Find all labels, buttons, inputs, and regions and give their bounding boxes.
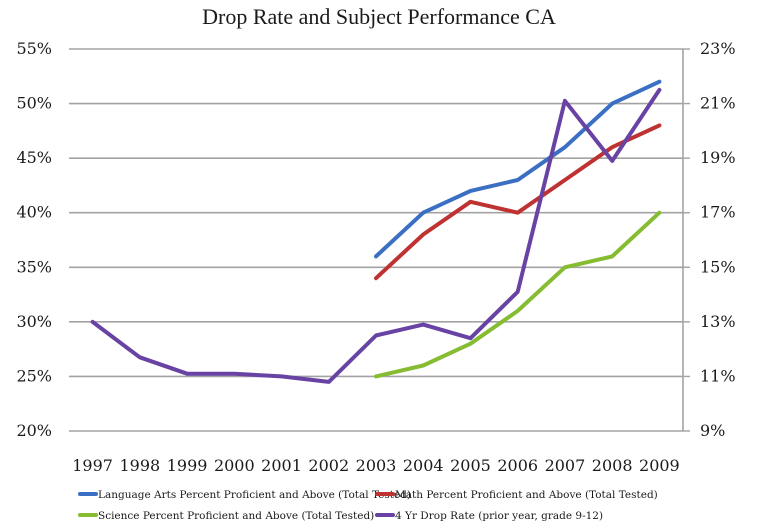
legend-item: Language Arts Percent Proficient and Abo… xyxy=(78,489,411,501)
right-tick-label: 21% xyxy=(700,94,736,113)
left-tick-label: 40% xyxy=(16,203,52,222)
legend: Language Arts Percent Proficient and Abo… xyxy=(78,489,658,522)
x-tick-label: 2001 xyxy=(261,456,302,475)
x-axis-ticks: 1997 1998 1999 2000 2001 2002 2003 2004 2005 2006… xyxy=(72,456,679,475)
x-tick-label: 2007 xyxy=(545,456,586,475)
right-tick-label: 17% xyxy=(700,203,736,222)
left-tick-label: 45% xyxy=(16,148,52,167)
gridlines xyxy=(69,48,683,432)
series-line-3 xyxy=(90,87,662,384)
x-tick-label: 2008 xyxy=(592,456,633,475)
chart-title: Drop Rate and Subject Performance CA xyxy=(202,4,556,29)
left-axis-ticks: 55% 50% 45% 40% 35% 30% 25% 20% xyxy=(16,39,52,440)
x-tick-label: 2002 xyxy=(308,456,349,475)
right-tick-label: 13% xyxy=(700,312,736,331)
right-tick-label: 19% xyxy=(700,148,736,167)
left-tick-label: 20% xyxy=(16,421,52,440)
legend-item: 4 Yr Drop Rate (prior year, grade 9-12) xyxy=(375,510,603,522)
legend-item: Math Percent Proficient and Above (Total… xyxy=(375,489,658,501)
legend-label: 4 Yr Drop Rate (prior year, grade 9-12) xyxy=(395,510,603,522)
left-tick-label: 30% xyxy=(16,312,52,331)
x-tick-label: 2005 xyxy=(450,456,491,475)
left-tick-label: 55% xyxy=(16,39,52,58)
right-tick-label: 11% xyxy=(700,366,736,385)
x-tick-label: 2006 xyxy=(497,456,538,475)
legend-label: Language Arts Percent Proficient and Abo… xyxy=(98,489,411,501)
x-tick-label: 2009 xyxy=(639,456,680,475)
legend-label: Math Percent Proficient and Above (Total… xyxy=(395,489,658,501)
left-tick-label: 25% xyxy=(16,366,52,385)
series-line-1 xyxy=(374,123,662,281)
left-tick-label: 50% xyxy=(16,94,52,113)
x-tick-label: 1998 xyxy=(119,456,160,475)
right-axis: 23% 21% 19% 17% 15% 13% 11% 9% xyxy=(682,39,736,440)
x-tick-label: 1997 xyxy=(72,456,113,475)
series-lines xyxy=(90,79,662,384)
legend-item: Science Percent Proficient and Above (To… xyxy=(78,510,374,522)
left-tick-label: 35% xyxy=(16,257,52,276)
x-tick-label: 2004 xyxy=(403,456,444,475)
series-line-0 xyxy=(374,79,662,259)
right-tick-label: 23% xyxy=(700,39,736,58)
x-tick-label: 1999 xyxy=(167,456,208,475)
x-tick-label: 2003 xyxy=(356,456,397,475)
right-tick-label: 9% xyxy=(700,421,725,440)
right-tick-label: 15% xyxy=(700,257,736,276)
legend-label: Science Percent Proficient and Above (To… xyxy=(98,510,374,522)
x-tick-label: 2000 xyxy=(214,456,255,475)
